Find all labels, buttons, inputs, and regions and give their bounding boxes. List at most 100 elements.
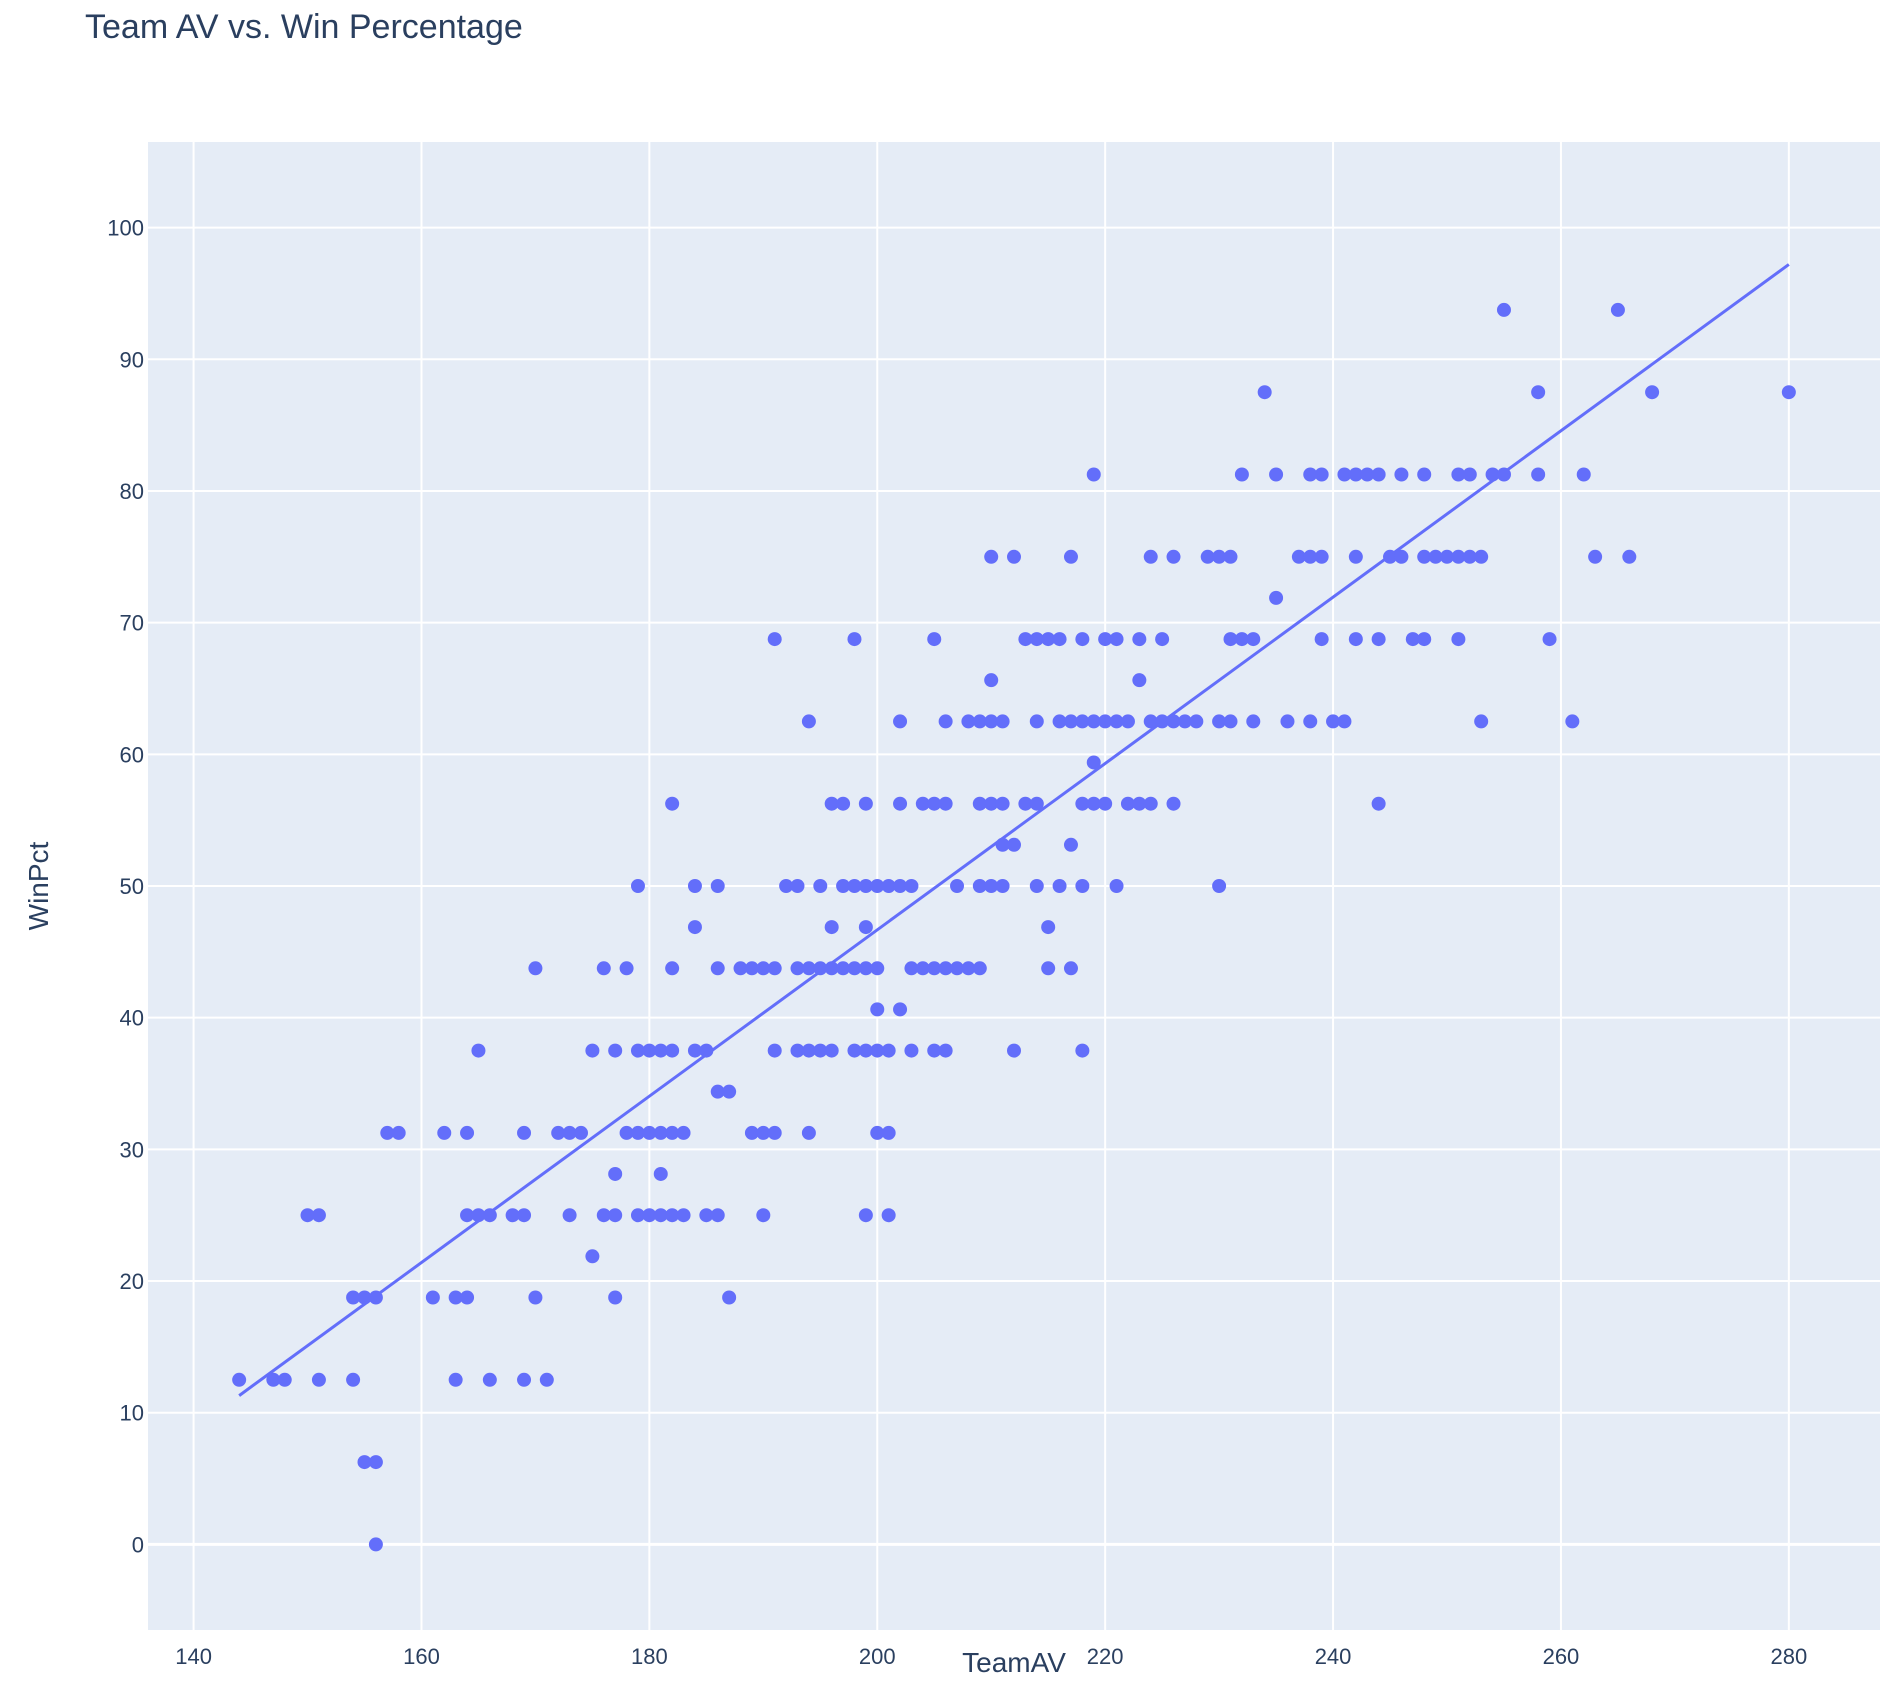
data-point: [1052, 714, 1067, 729]
data-point: [1029, 879, 1044, 893]
data-point: [950, 879, 965, 893]
data-point: [311, 1372, 326, 1387]
data-point: [585, 1043, 600, 1058]
data-point: [1383, 549, 1398, 564]
data-point: [801, 714, 816, 729]
data-point: [756, 1208, 771, 1223]
data-point: [984, 714, 999, 729]
data-point: [1269, 467, 1284, 482]
data-point: [904, 1043, 919, 1058]
data-point: [562, 1208, 577, 1223]
data-point: [1303, 549, 1318, 564]
data-point: [984, 673, 999, 688]
data-point: [1326, 714, 1341, 729]
data-point: [1086, 467, 1101, 482]
data-point: [425, 1290, 440, 1305]
data-point: [665, 1125, 680, 1140]
data-point: [346, 1372, 361, 1387]
data-point: [767, 632, 782, 647]
data-point: [870, 1043, 885, 1058]
data-point: [1143, 549, 1158, 564]
data-point: [653, 1166, 668, 1181]
data-point: [1234, 632, 1249, 647]
data-point: [1337, 714, 1352, 729]
data-point: [938, 714, 953, 729]
data-point: [915, 796, 930, 811]
trendline: [238, 263, 1790, 1397]
data-point: [1531, 385, 1546, 400]
data-point: [881, 1208, 896, 1223]
data-point: [744, 1125, 759, 1140]
data-point: [1451, 549, 1466, 564]
data-point: [687, 920, 702, 935]
data-point: [1086, 755, 1101, 770]
data-point: [870, 879, 885, 893]
x-tick-label: 260: [1543, 1644, 1580, 1669]
data-point: [1075, 1043, 1090, 1058]
data-point: [1109, 632, 1124, 647]
data-point: [1645, 385, 1660, 400]
data-point: [881, 1125, 896, 1140]
data-point: [1223, 714, 1238, 729]
data-point: [1063, 714, 1078, 729]
data-point: [961, 961, 976, 976]
data-point: [1007, 549, 1021, 564]
data-point: [927, 961, 942, 976]
data-point: [665, 1208, 680, 1223]
data-point: [858, 920, 873, 935]
data-point: [1781, 385, 1796, 400]
data-point: [1007, 1043, 1021, 1058]
data-point: [1451, 632, 1466, 647]
data-point: [1314, 632, 1329, 647]
data-point: [1018, 796, 1033, 811]
data-point: [1348, 549, 1363, 564]
x-tick-label: 200: [859, 1644, 896, 1669]
data-point: [630, 1125, 645, 1140]
data-point: [972, 879, 987, 893]
data-point: [460, 1125, 475, 1140]
data-point: [1291, 549, 1306, 564]
data-point: [767, 961, 782, 976]
data-point: [630, 1208, 645, 1223]
data-point: [1166, 714, 1181, 729]
data-point: [779, 879, 794, 893]
data-point: [1405, 632, 1420, 647]
data-point: [505, 1208, 520, 1223]
data-point: [471, 1208, 486, 1223]
data-point: [1360, 467, 1375, 482]
data-point: [744, 961, 759, 976]
data-point: [471, 1043, 486, 1058]
data-point: [391, 1125, 406, 1140]
data-point: [1098, 714, 1113, 729]
data-point: [801, 1043, 816, 1058]
data-point: [1041, 920, 1056, 935]
data-point: [1109, 879, 1124, 893]
data-point: [858, 1043, 873, 1058]
data-point: [1474, 714, 1489, 729]
data-point: [1052, 879, 1067, 893]
data-point: [1610, 302, 1625, 317]
data-point: [1565, 714, 1580, 729]
data-point: [1462, 467, 1477, 482]
data-point: [653, 1043, 668, 1058]
data-point: [368, 1290, 383, 1305]
y-tick-label: 20: [120, 1269, 144, 1294]
data-point: [437, 1125, 452, 1140]
data-point: [482, 1208, 497, 1223]
data-point: [1200, 549, 1215, 564]
data-point: [665, 961, 680, 976]
data-point: [482, 1372, 497, 1387]
data-point: [984, 879, 999, 893]
x-tick-label: 280: [1770, 1644, 1807, 1669]
data-point: [722, 1084, 737, 1099]
data-point: [893, 1002, 908, 1017]
data-point: [710, 961, 725, 976]
data-point: [938, 1043, 953, 1058]
data-point: [870, 961, 885, 976]
data-point: [836, 796, 851, 811]
data-point: [608, 1208, 623, 1223]
data-point: [368, 1537, 383, 1552]
data-point: [1007, 837, 1021, 852]
data-point: [1075, 632, 1090, 647]
data-point: [1132, 632, 1147, 647]
